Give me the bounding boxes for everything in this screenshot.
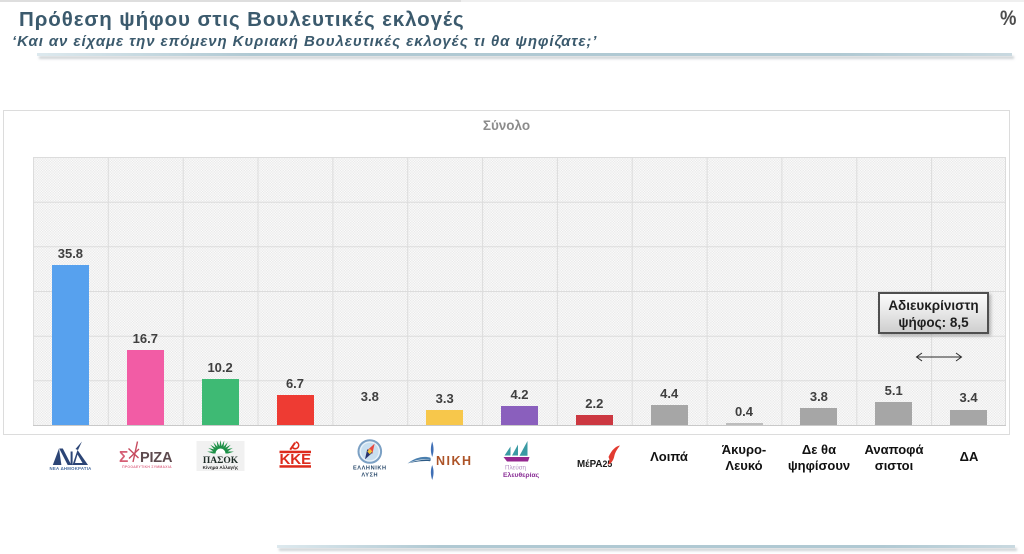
svg-text:ΡΙΖΑ: ΡΙΖΑ [140,450,173,466]
svg-text:ΛΥΣΗ: ΛΥΣΗ [361,473,378,479]
svg-text:ΝΙΚΗ: ΝΙΚΗ [436,454,473,468]
svg-text:Σ: Σ [119,449,128,466]
svg-text:ΕΛΛΗΝΙΚΗ: ΕΛΛΗΝΙΚΗ [353,466,387,472]
svg-text:Κίνημα Αλλαγής: Κίνημα Αλλαγής [203,465,239,471]
svg-text:ΠΑΣΟΚ: ΠΑΣΟΚ [203,456,239,466]
svg-text:Πλεύση: Πλεύση [505,465,527,472]
svg-text:ΠΡΟΟΔΕΥΤΙΚΗ ΣΥΜΜΑΧΙΑ: ΠΡΟΟΔΕΥΤΙΚΗ ΣΥΜΜΑΧΙΑ [122,465,172,469]
svg-text:ΜέΡΑ25: ΜέΡΑ25 [577,459,612,470]
svg-text:Ελευθερίας: Ελευθερίας [503,471,540,479]
svg-text:ΚΚΕ: ΚΚΕ [279,451,311,468]
svg-text:ΝΕΑ ΔΗΜΟΚΡΑΤΙΑ: ΝΕΑ ΔΗΜΟΚΡΑΤΙΑ [49,466,91,471]
